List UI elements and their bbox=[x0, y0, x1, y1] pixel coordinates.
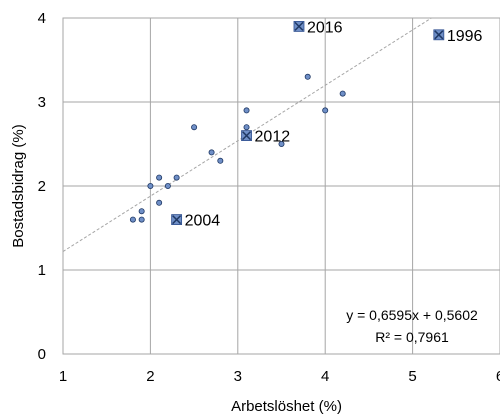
point-label: 2004 bbox=[185, 213, 221, 230]
data-point bbox=[339, 90, 346, 97]
point-label: 2012 bbox=[255, 129, 291, 146]
x-tick-label: 6 bbox=[496, 368, 500, 385]
highlighted-point bbox=[241, 130, 252, 142]
plot-area bbox=[62, 17, 500, 355]
grid bbox=[63, 18, 500, 354]
y-tick-label: 1 bbox=[38, 262, 46, 279]
y-axis-title: Bostadsbidrag (%) bbox=[10, 124, 27, 247]
y-tick-label: 2 bbox=[38, 178, 46, 195]
data-point bbox=[322, 107, 329, 114]
data-point bbox=[217, 157, 224, 164]
data-point bbox=[243, 107, 250, 114]
y-tick-label: 3 bbox=[38, 94, 46, 111]
x-tick-label: 4 bbox=[321, 368, 329, 385]
trendline-r2: R² = 0,7961 bbox=[375, 329, 449, 345]
data-point bbox=[191, 124, 198, 131]
tick-labels: 12345601234 bbox=[38, 10, 500, 385]
data-points: 2016 1996 2012 2004 bbox=[129, 19, 483, 230]
data-point bbox=[138, 216, 145, 223]
data-point bbox=[173, 174, 180, 181]
x-tick-label: 3 bbox=[234, 368, 242, 385]
data-point bbox=[208, 149, 215, 156]
data-point bbox=[156, 199, 163, 206]
x-axis-title: Arbetslöshet (%) bbox=[231, 398, 342, 415]
trendline bbox=[62, 17, 432, 252]
data-point bbox=[129, 216, 136, 223]
data-point bbox=[164, 182, 171, 189]
y-tick-label: 4 bbox=[38, 10, 46, 27]
data-point bbox=[278, 140, 285, 147]
data-point bbox=[304, 73, 311, 80]
data-point bbox=[243, 124, 250, 131]
data-point bbox=[156, 174, 163, 181]
x-tick-label: 2 bbox=[146, 368, 154, 385]
trendline-equation: y = 0,6595x + 0,5602 bbox=[346, 307, 478, 323]
data-point bbox=[138, 208, 145, 215]
point-label: 2016 bbox=[307, 19, 343, 36]
y-tick-label: 0 bbox=[38, 346, 46, 363]
x-tick-label: 1 bbox=[59, 368, 67, 385]
highlighted-point bbox=[171, 214, 183, 226]
highlighted-point bbox=[293, 20, 305, 32]
point-label: 1996 bbox=[447, 28, 483, 45]
highlighted-point bbox=[433, 29, 445, 41]
data-point bbox=[147, 182, 154, 189]
x-tick-label: 5 bbox=[408, 368, 416, 385]
